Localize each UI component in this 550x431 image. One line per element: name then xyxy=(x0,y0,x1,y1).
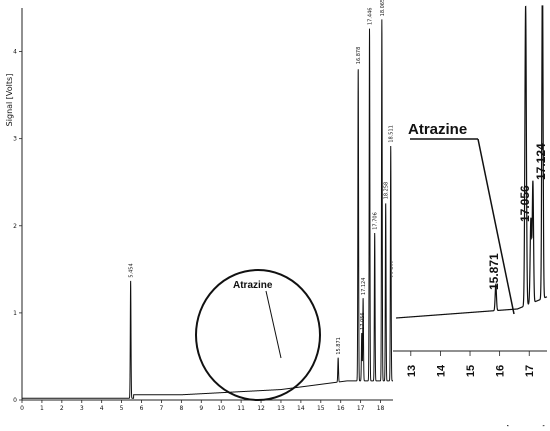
x-tick-label: 15 xyxy=(317,405,325,412)
inset-x-tick-label: 15 xyxy=(465,365,477,377)
inset-atrazine-pointer xyxy=(477,138,515,315)
x-tick-label: 6 xyxy=(140,405,144,412)
x-tick-label: 14 xyxy=(297,405,305,412)
peak-label: 17.124 xyxy=(361,278,367,296)
atrazine-pointer xyxy=(265,290,282,359)
peak-label: 17.446 xyxy=(368,8,374,26)
x-tick-label: 9 xyxy=(199,405,203,412)
inset-x-ticks: 13 14 15 16 17 xyxy=(406,351,536,377)
x-tick-label: 12 xyxy=(257,405,265,412)
inset-x-tick-label: 17 xyxy=(524,365,536,377)
atrazine-label: Atrazine xyxy=(233,280,273,291)
x-tick-label: 0 xyxy=(20,405,24,412)
y-tick-label: 3 xyxy=(13,136,17,143)
inset-x-tick-label: 16 xyxy=(495,365,507,377)
peak-label: 18.511 xyxy=(389,125,395,143)
peak-label: 18.258 xyxy=(384,182,390,200)
inset-x-tick-label: 13 xyxy=(406,365,418,377)
peak-label: 16.878 xyxy=(356,47,362,65)
inset-x-tick-label: 14 xyxy=(435,364,447,377)
inset-peak-label: 17.056 xyxy=(518,185,532,222)
x-tick-label: 3 xyxy=(80,405,84,412)
inset-peak-label: 15.871 xyxy=(487,253,501,290)
x-tick-label: 2 xyxy=(60,405,64,412)
y-tick-label: 1 xyxy=(13,310,17,317)
y-tick-label: 0 xyxy=(13,397,17,404)
inset-peak-label: 17.124 xyxy=(534,143,548,180)
peak-label: 5.454 xyxy=(129,263,135,277)
peak-label: 17.056 xyxy=(360,312,366,330)
x-tick-label: 13 xyxy=(277,405,285,412)
y-axis-title: Signal [Volts] xyxy=(5,74,14,127)
inset-trace xyxy=(395,5,548,319)
x-tick-label: 7 xyxy=(160,405,164,412)
highlight-circle xyxy=(195,269,321,401)
peak-label: 17.706 xyxy=(373,212,379,230)
x-tick-label: 4 xyxy=(100,405,104,412)
y-tick-label: 4 xyxy=(13,49,17,56)
y-ticks: 0 1 2 3 4 xyxy=(13,49,22,404)
x-tick-label: 11 xyxy=(237,405,245,412)
peak-label: 15.871 xyxy=(336,337,342,355)
x-tick-label: 18 xyxy=(377,405,385,412)
y-tick-label: 2 xyxy=(13,223,17,230)
x-tick-label: 17 xyxy=(357,405,365,412)
x-tick-label: 1 xyxy=(40,405,44,412)
x-tick-label: 5 xyxy=(120,405,124,412)
x-tick-label: 16 xyxy=(337,405,345,412)
peak-label: 18.065 xyxy=(380,0,386,16)
inset-atrazine-label: Atrazine xyxy=(408,121,467,138)
x-tick-label: 10 xyxy=(217,405,225,412)
x-tick-label: 8 xyxy=(179,405,183,412)
